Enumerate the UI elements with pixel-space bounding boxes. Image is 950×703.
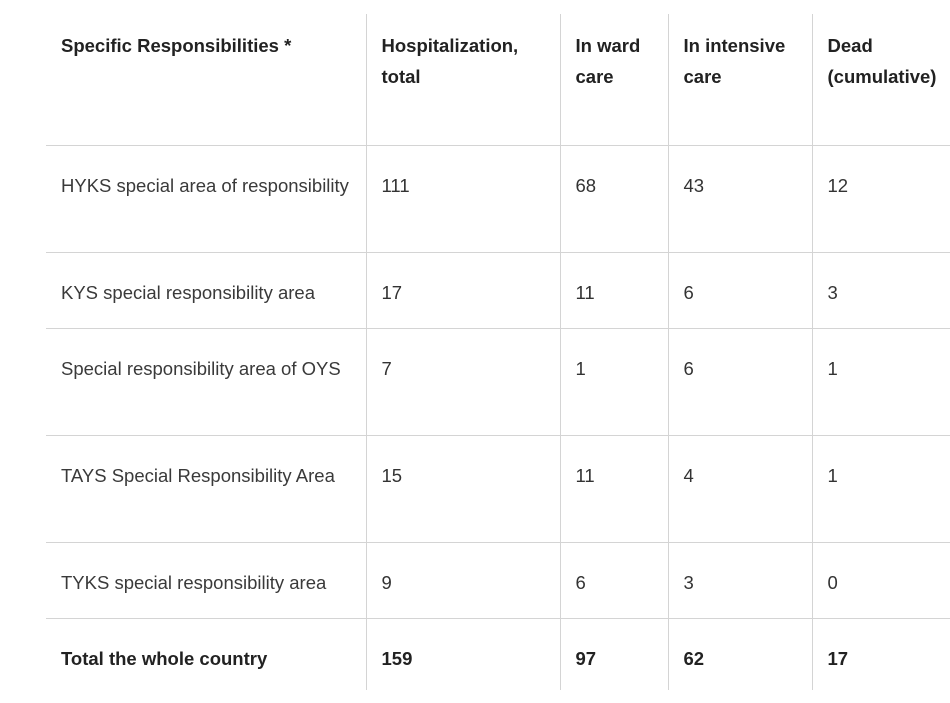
- row-dead: 0: [811, 542, 950, 619]
- table-row: Special responsibility area of OYS 7 1 6…: [46, 328, 950, 436]
- table-header: Specific Responsibilities * Hospitalizat…: [46, 14, 950, 146]
- table-row: HYKS special area of responsibility 111 …: [46, 145, 950, 253]
- row-area: TAYS Special Responsibility Area: [46, 435, 366, 543]
- row-ward: 6: [559, 542, 668, 619]
- table-row: TYKS special responsibility area 9 6 3 0: [46, 542, 950, 619]
- row-ward: 68: [559, 145, 668, 253]
- row-area: TYKS special responsibility area: [46, 542, 366, 619]
- header-intensive-care: In intensive care: [667, 14, 812, 146]
- row-total: 7: [365, 328, 560, 436]
- row-dead: 1: [811, 435, 950, 543]
- total-ward: 97: [559, 618, 668, 690]
- total-dead: 17: [811, 618, 950, 690]
- row-total: 9: [365, 542, 560, 619]
- row-intensive: 43: [667, 145, 812, 253]
- row-total: 111: [365, 145, 560, 253]
- row-intensive: 3: [667, 542, 812, 619]
- header-hospitalization-total: Hospitalization, total: [365, 14, 560, 146]
- table-row: KYS special responsibility area 17 11 6 …: [46, 252, 950, 329]
- header-row: Specific Responsibilities * Hospitalizat…: [46, 14, 950, 146]
- row-total: 15: [365, 435, 560, 543]
- row-dead: 1: [811, 328, 950, 436]
- row-dead: 3: [811, 252, 950, 329]
- header-area: Specific Responsibilities *: [46, 14, 366, 146]
- total-hospitalization: 159: [365, 618, 560, 690]
- row-intensive: 6: [667, 252, 812, 329]
- table-body: HYKS special area of responsibility 111 …: [46, 145, 950, 690]
- row-total: 17: [365, 252, 560, 329]
- hospitalization-table: Specific Responsibilities * Hospitalizat…: [46, 14, 950, 690]
- total-intensive: 62: [667, 618, 812, 690]
- header-ward-care: In ward care: [559, 14, 668, 146]
- table-row: TAYS Special Responsibility Area 15 11 4…: [46, 435, 950, 543]
- row-area: HYKS special area of responsibility: [46, 145, 366, 253]
- row-ward: 1: [559, 328, 668, 436]
- row-intensive: 6: [667, 328, 812, 436]
- total-row: Total the whole country 159 97 62 17: [46, 618, 950, 690]
- row-ward: 11: [559, 252, 668, 329]
- header-dead-cumulative: Dead (cumulative): [811, 14, 950, 146]
- row-intensive: 4: [667, 435, 812, 543]
- row-ward: 11: [559, 435, 668, 543]
- row-dead: 12: [811, 145, 950, 253]
- total-area: Total the whole country: [61, 647, 268, 669]
- row-area: KYS special responsibility area: [46, 252, 366, 329]
- row-area: Special responsibility area of OYS: [46, 328, 366, 436]
